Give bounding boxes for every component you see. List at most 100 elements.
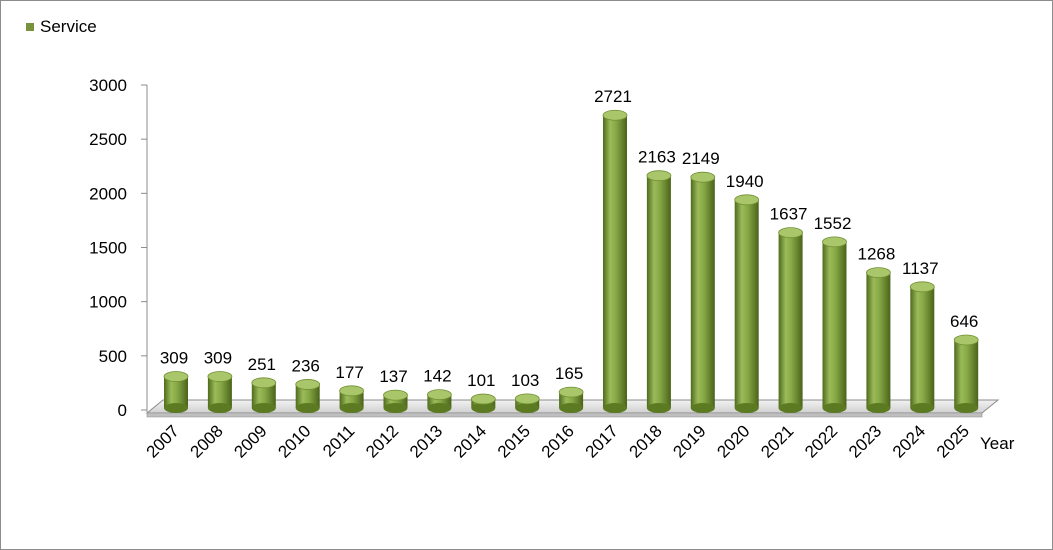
x-tick-label-2019: 2019 — [669, 421, 709, 461]
bar-top — [866, 267, 891, 279]
data-label-2010: 236 — [292, 356, 320, 375]
x-tick-label-2022: 2022 — [801, 421, 841, 461]
y-tick-label: 2500 — [89, 130, 127, 149]
bar-top — [602, 109, 628, 121]
bar-body — [646, 175, 671, 408]
x-tick-label-2015: 2015 — [494, 421, 534, 461]
bar-2021 — [778, 227, 803, 413]
bar-2008 — [207, 371, 233, 413]
data-label-2025: 646 — [950, 312, 978, 331]
bar-top — [163, 371, 189, 382]
data-label-2011: 177 — [335, 363, 363, 382]
x-axis-title: Year — [980, 434, 1015, 453]
bar-top — [207, 371, 233, 382]
x-tick-label-2017: 2017 — [582, 421, 622, 461]
bar-base — [295, 403, 320, 413]
bar-top — [426, 389, 452, 401]
y-tick-label: 1500 — [89, 239, 127, 258]
bar-top — [690, 171, 716, 183]
bar-2023 — [866, 267, 891, 413]
x-tick-label-2024: 2024 — [889, 421, 929, 461]
bar-2013 — [426, 389, 452, 413]
y-tick-label: 0 — [118, 401, 127, 420]
bar-base — [207, 403, 232, 413]
data-label-2016: 165 — [555, 364, 583, 383]
data-label-2018: 2163 — [638, 148, 676, 167]
bar-base — [866, 403, 891, 413]
x-tick-label-2010: 2010 — [274, 421, 314, 461]
bar-top — [514, 393, 540, 405]
bar-top — [470, 393, 496, 405]
data-label-2013: 142 — [423, 367, 451, 386]
data-label-2024: 1137 — [902, 259, 939, 278]
data-label-2020: 1940 — [726, 172, 764, 191]
x-tick-label-2018: 2018 — [626, 421, 666, 461]
legend-swatch-service — [26, 23, 34, 31]
bar-2010 — [295, 379, 321, 413]
bar-base — [471, 403, 496, 413]
x-tick-label-2012: 2012 — [362, 421, 402, 461]
bar-body — [251, 382, 276, 408]
bar-top — [558, 386, 584, 398]
x-tick-label-2025: 2025 — [933, 421, 973, 461]
bar-top — [734, 194, 760, 206]
x-tick-label-2011: 2011 — [319, 421, 358, 460]
bar-body — [690, 177, 715, 408]
data-label-2019: 2149 — [682, 149, 720, 168]
bar-2025 — [953, 334, 979, 413]
bar-base — [646, 403, 671, 413]
bar-2011 — [339, 385, 365, 413]
bar-base — [822, 403, 847, 413]
y-tick-label: 1000 — [89, 293, 127, 312]
bar-base — [251, 403, 276, 413]
bar-base — [515, 403, 540, 413]
data-label-2017: 2721 — [594, 87, 632, 106]
bar-base — [603, 403, 627, 413]
data-label-2022: 1552 — [814, 214, 852, 233]
bar-body — [778, 232, 803, 408]
data-label-2012: 137 — [379, 367, 407, 386]
bar-body — [295, 384, 320, 408]
bar-2012 — [383, 389, 408, 413]
x-tick-label-2008: 2008 — [187, 421, 227, 461]
bar-2018 — [646, 170, 672, 413]
y-tick-label: 500 — [99, 347, 127, 366]
bar-body — [822, 241, 847, 408]
data-label-2009: 251 — [248, 355, 276, 374]
labels-layer: 309 2007 309 2008 251 2009 236 2010 177 2011 137 20… — [143, 87, 979, 461]
bar-2019 — [690, 171, 716, 413]
legend: Service — [26, 17, 97, 37]
bar-top — [953, 334, 979, 346]
data-label-2021: 1637 — [770, 205, 808, 224]
bars-layer — [163, 109, 979, 413]
bar-body — [866, 272, 891, 408]
bar-base — [383, 403, 408, 413]
bar-body — [910, 286, 935, 408]
bar-base — [427, 403, 452, 413]
data-label-2014: 101 — [467, 371, 495, 390]
floor-edge — [146, 412, 983, 418]
bar-base — [734, 403, 759, 413]
bar-base — [690, 403, 715, 413]
bar-2017 — [602, 109, 628, 413]
bar-base — [339, 403, 364, 413]
data-label-2015: 103 — [511, 371, 539, 390]
x-tick-label-2020: 2020 — [713, 421, 753, 461]
x-tick-label-2023: 2023 — [845, 421, 885, 461]
bar-body — [603, 115, 627, 408]
data-label-2008: 309 — [204, 349, 232, 368]
y-tick-label: 3000 — [89, 76, 127, 95]
data-label-2023: 1268 — [857, 245, 895, 264]
bar-top — [778, 227, 803, 239]
x-tick-label-2021: 2021 — [757, 421, 797, 461]
x-tick-label-2009: 2009 — [230, 421, 270, 461]
x-tick-label-2007: 2007 — [143, 421, 183, 461]
bar-2014 — [470, 393, 496, 413]
bar-2009 — [251, 377, 277, 413]
bar-base — [559, 403, 584, 413]
bar-top — [295, 379, 321, 390]
bar-2015 — [514, 393, 540, 413]
bar-body — [954, 340, 979, 408]
bar-2024 — [909, 281, 935, 413]
